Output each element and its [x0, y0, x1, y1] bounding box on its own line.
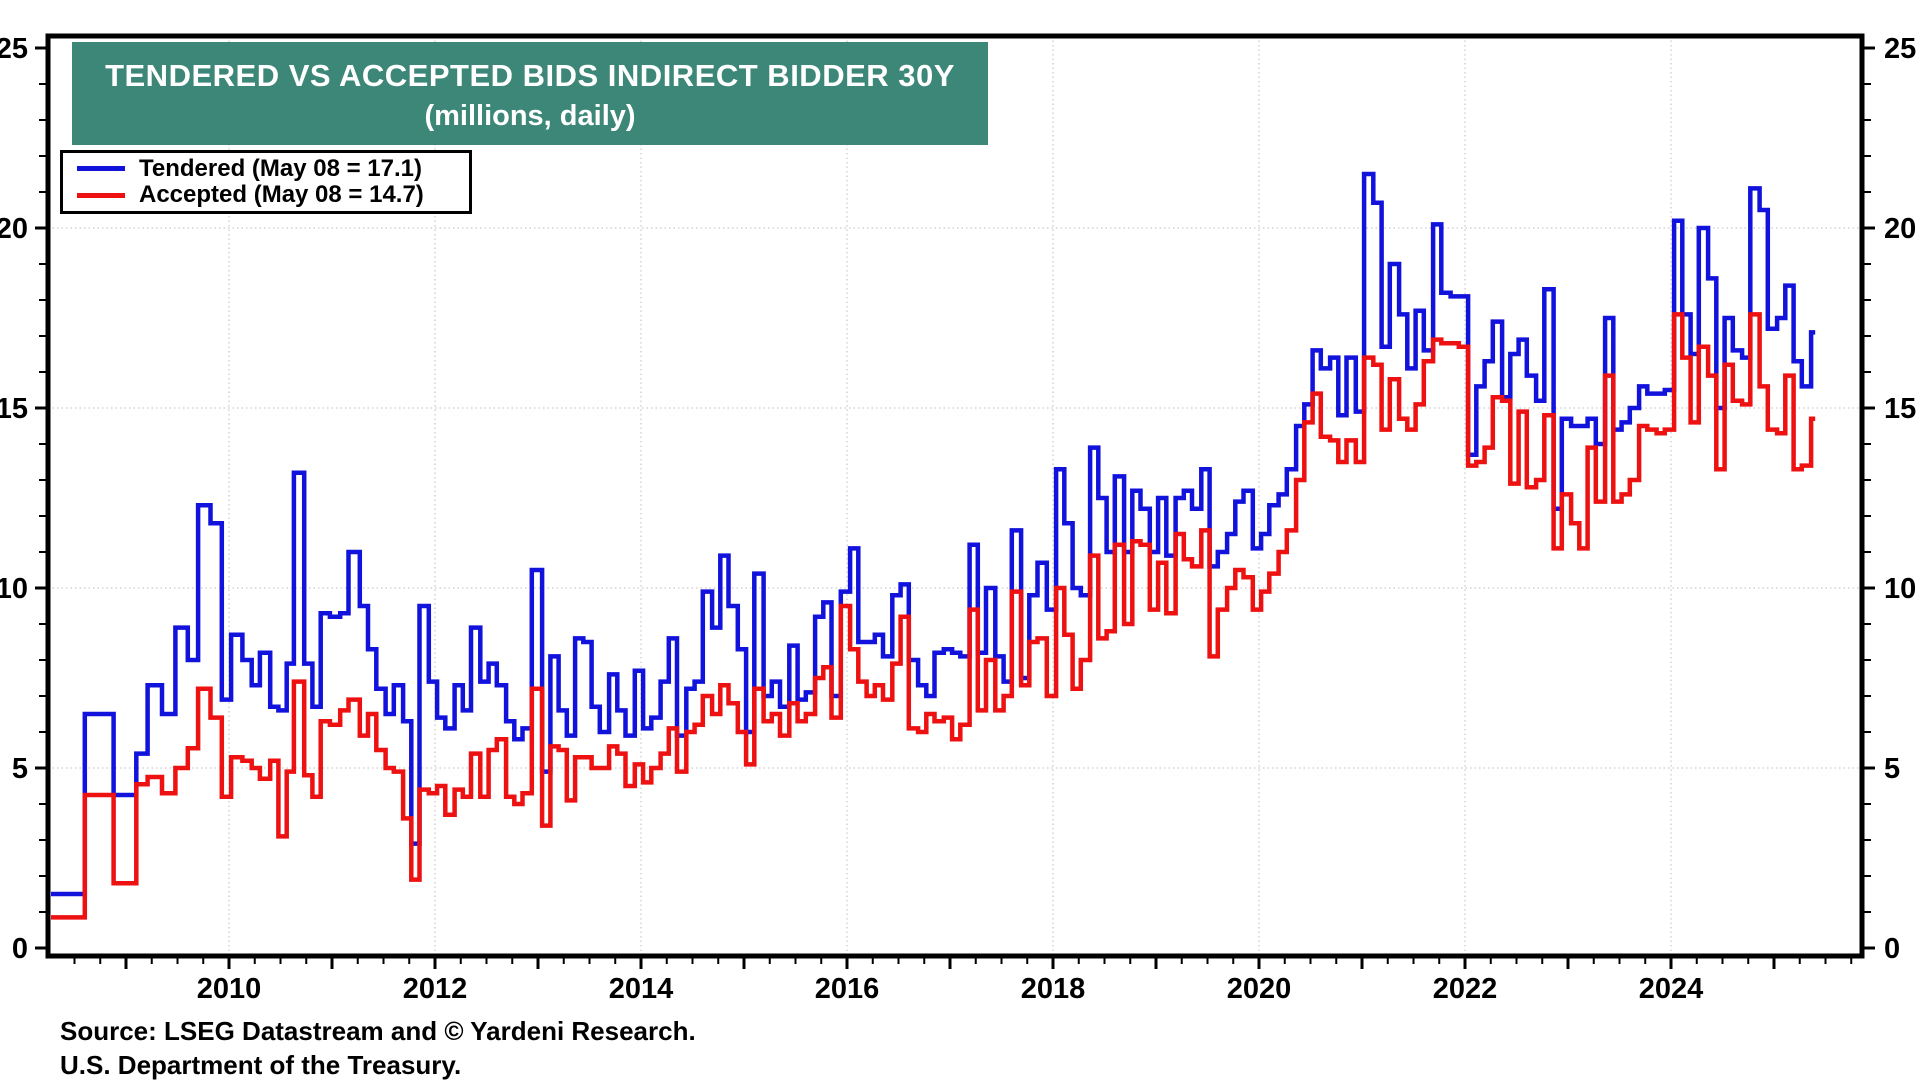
source-block: Source: LSEG Datastream and © Yardeni Re…: [60, 1014, 696, 1083]
x-axis-label: 2010: [197, 973, 262, 1005]
legend-item-accepted: Accepted (May 08 = 14.7): [63, 181, 469, 209]
y-axis-label-left: 0: [12, 933, 28, 965]
tendered-line-swatch: [77, 166, 125, 172]
x-axis-label: 2020: [1227, 973, 1292, 1005]
y-axis-label-right: 5: [1884, 753, 1900, 785]
legend-item-tendered: Tendered (May 08 = 17.1): [63, 154, 469, 182]
x-axis-label: 2022: [1433, 973, 1498, 1005]
x-axis-label: 2018: [1021, 973, 1086, 1005]
y-axis-label-right: 15: [1884, 393, 1916, 425]
x-axis-label: 2014: [609, 973, 674, 1005]
x-axis-label: 2024: [1639, 973, 1704, 1005]
y-axis-label-right: 0: [1884, 933, 1900, 965]
y-axis-label-left: 5: [12, 753, 28, 785]
legend-label-tendered: Tendered (May 08 = 17.1): [139, 154, 423, 182]
y-axis-label-left: 10: [0, 573, 28, 605]
y-axis-label-right: 25: [1884, 33, 1916, 65]
x-axis-label: 2012: [403, 973, 468, 1005]
legend: Tendered (May 08 = 17.1) Accepted (May 0…: [60, 150, 472, 214]
plot-area: [51, 39, 1859, 953]
chart-title-box: TENDERED VS ACCEPTED BIDS INDIRECT BIDDE…: [72, 42, 988, 145]
plot-frame: [45, 33, 1865, 959]
chart-title: TENDERED VS ACCEPTED BIDS INDIRECT BIDDE…: [105, 57, 955, 93]
accepted-line: [51, 312, 1816, 920]
y-axis-label-left: 20: [0, 213, 28, 245]
x-axis-label: 2016: [815, 973, 880, 1005]
tendered-line: [51, 171, 1816, 897]
y-axis-label-left: 15: [0, 393, 28, 425]
accepted-line-swatch: [77, 192, 125, 198]
y-axis-label-right: 20: [1884, 213, 1916, 245]
chart-subtitle: (millions, daily): [424, 100, 636, 133]
y-axis-label-left: 25: [0, 33, 28, 65]
source-line-1: Source: LSEG Datastream and © Yardeni Re…: [60, 1016, 696, 1046]
source-line-2: U.S. Department of the Treasury.: [60, 1050, 462, 1081]
legend-label-accepted: Accepted (May 08 = 14.7): [139, 181, 424, 209]
y-axis-label-right: 10: [1884, 573, 1916, 605]
